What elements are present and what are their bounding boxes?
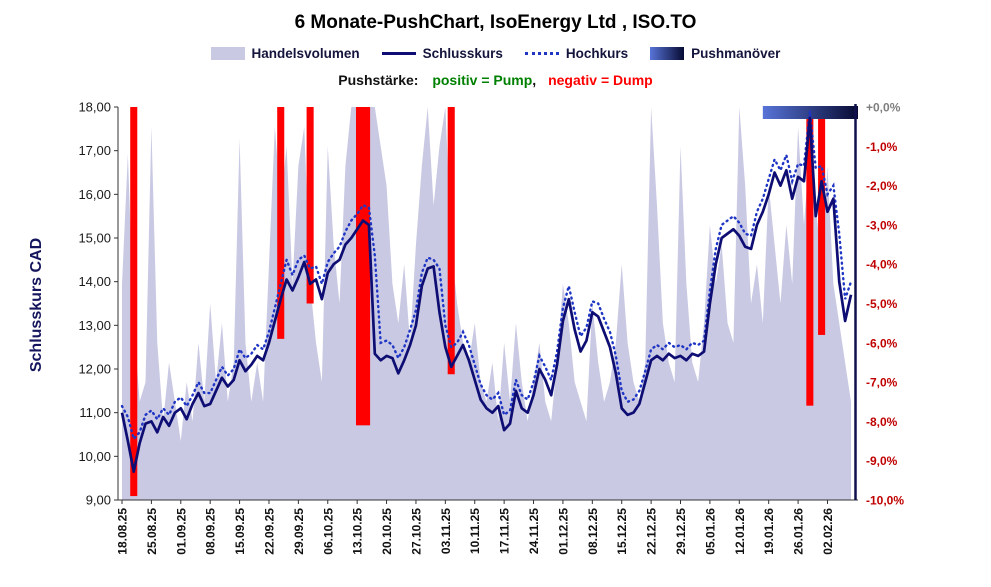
high-line [120, 111, 853, 442]
y-axis-label-left: 9,00 [86, 493, 111, 508]
x-axis-label: 19.01.26 [762, 508, 776, 555]
push-strength-label: Pushstärke: [338, 72, 419, 88]
y-axis-label-left: 17,00 [78, 143, 111, 158]
y-axis-label-right: -5,0% [866, 297, 898, 311]
x-axis-label: 27.10.25 [409, 508, 423, 555]
y-axis-label-right: -3,0% [866, 218, 898, 232]
y-axis-label-right: -9,0% [866, 454, 898, 468]
legend-item-push: Pushmanöver [650, 46, 780, 61]
y-axis-label-left: 14,00 [78, 274, 111, 289]
dump-legend-text: negativ = Dump [548, 72, 653, 88]
legend-label-high: Hochkurs [565, 46, 629, 61]
close-line-swatch-icon [381, 52, 416, 55]
legend-label-close: Schlusskurs [422, 46, 503, 61]
close-line [120, 116, 853, 473]
y-axis-label-right: -7,0% [866, 376, 898, 390]
caption-separator: , [532, 72, 537, 88]
x-axis-label: 01.12.25 [556, 508, 570, 555]
legend-item-high: Hochkurs [524, 46, 629, 61]
chart-title: 6 Monate-PushChart, IsoEnergy Ltd , ISO.… [294, 12, 697, 33]
x-axis-label: 29.09.25 [292, 508, 306, 555]
x-axis-label: 08.12.25 [586, 508, 600, 555]
volume-area [122, 107, 851, 500]
push-bar-swatch-icon [650, 47, 685, 60]
pump-legend-text: positiv = Pump [432, 72, 533, 88]
x-axis-label: 02.02.26 [821, 508, 835, 555]
y-axis-label-right: +0,0% [866, 101, 901, 115]
y-axis-label-right: -8,0% [866, 415, 898, 429]
x-axis-label: 13.10.25 [351, 508, 365, 555]
dump-bar [355, 107, 371, 426]
x-axis-label: 17.11.25 [498, 508, 512, 554]
dump-bar [818, 107, 826, 335]
y-axis-label-right: -2,0% [866, 179, 898, 193]
y-axis-label-left: 13,00 [78, 318, 111, 333]
dump-bar [277, 107, 285, 339]
x-axis-label: 15.12.25 [615, 508, 629, 555]
x-axis-label: 22.09.25 [262, 508, 276, 555]
y-axis-label-left: 12,00 [78, 362, 111, 377]
y-axis-label-left: 15,00 [78, 231, 111, 246]
x-axis-label: 25.08.25 [145, 508, 159, 555]
x-axis-label: 18.08.25 [116, 508, 130, 555]
y-axis-label-left: 18,00 [78, 100, 111, 115]
push-strength-caption: Pushstärke: positiv = Pump, negativ = Du… [0, 72, 991, 88]
x-axis-label: 06.10.25 [321, 508, 335, 555]
x-axis-label: 22.12.25 [645, 508, 659, 555]
y-axis-label-right: -4,0% [866, 258, 898, 272]
x-axis-label: 24.11.25 [527, 508, 541, 554]
y-axis-label-right: -10,0% [866, 494, 904, 508]
legend-item-close: Schlusskurs [381, 46, 503, 61]
x-axis-label: 26.01.26 [792, 508, 806, 555]
legend-label-volume: Handelsvolumen [251, 46, 360, 61]
y-axis-label-right: -1,0% [866, 140, 898, 154]
y-axis-label-left: 11,00 [79, 405, 111, 420]
dump-bar [806, 107, 814, 406]
volume-swatch-icon [210, 47, 245, 60]
x-axis-label: 10.11.25 [468, 508, 482, 554]
y-axis-label-left: 10,00 [78, 449, 111, 464]
high-line-swatch-icon [524, 52, 559, 55]
chart-legend: Handelsvolumen Schlusskurs Hochkurs Push… [0, 46, 991, 61]
y-axis-label-right: -6,0% [866, 336, 898, 350]
dump-bar [306, 107, 314, 304]
x-axis-label: 01.09.25 [174, 508, 188, 555]
legend-label-push: Pushmanöver [691, 46, 781, 61]
y-axis-label-left: 16,00 [78, 187, 111, 202]
x-axis-label: 29.12.25 [674, 508, 688, 555]
dump-bar [130, 107, 138, 497]
x-axis-label: 20.10.25 [380, 508, 394, 555]
x-axis-label: 03.11.25 [439, 508, 453, 554]
x-axis-label: 12.01.26 [733, 508, 747, 555]
x-axis-label: 08.09.25 [204, 508, 218, 555]
dump-bar [447, 107, 455, 375]
x-axis-label: 05.01.26 [703, 508, 717, 555]
x-axis-label: 15.09.25 [233, 508, 247, 555]
legend-item-volume: Handelsvolumen [210, 46, 360, 61]
